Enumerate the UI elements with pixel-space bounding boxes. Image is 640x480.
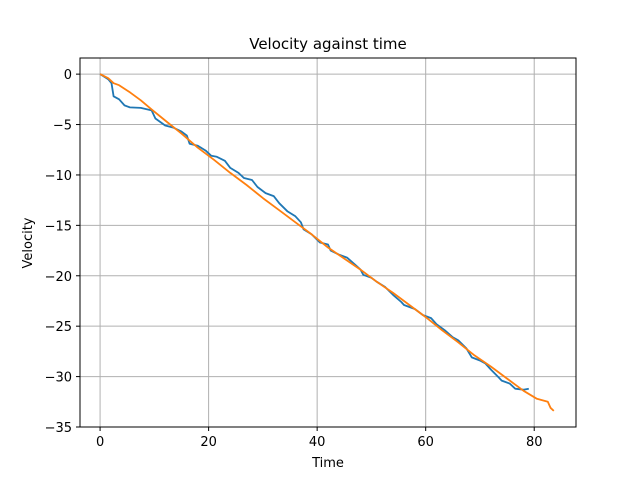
y-tick-label: −10 (45, 169, 72, 184)
grid-lines (80, 58, 576, 428)
plot-frame (79, 57, 577, 428)
x-tick-label: 60 (417, 435, 434, 450)
x-tick-label: 40 (309, 435, 326, 450)
y-tick-label: −25 (45, 320, 72, 335)
y-tick-label: −35 (45, 421, 72, 436)
axis-ticks: 0 20 40 60 80 0 −5 −10 −15 −20 −25 −30 −35 (45, 68, 543, 450)
y-tick-label: −30 (45, 371, 72, 386)
x-tick-label: 0 (96, 435, 104, 450)
x-tick-label: 80 (526, 435, 543, 450)
y-tick-label: 0 (64, 68, 72, 83)
x-tick-label: 20 (200, 435, 217, 450)
y-axis-label: Velocity (21, 217, 36, 268)
x-axis-label: Time (311, 456, 344, 471)
chart-title: Velocity against time (249, 35, 407, 53)
y-tick-label: −20 (45, 270, 72, 285)
y-tick-label: −15 (45, 219, 72, 234)
series-lines (99, 73, 555, 412)
series-line-2 (99, 73, 555, 412)
y-tick-label: −5 (53, 119, 72, 134)
